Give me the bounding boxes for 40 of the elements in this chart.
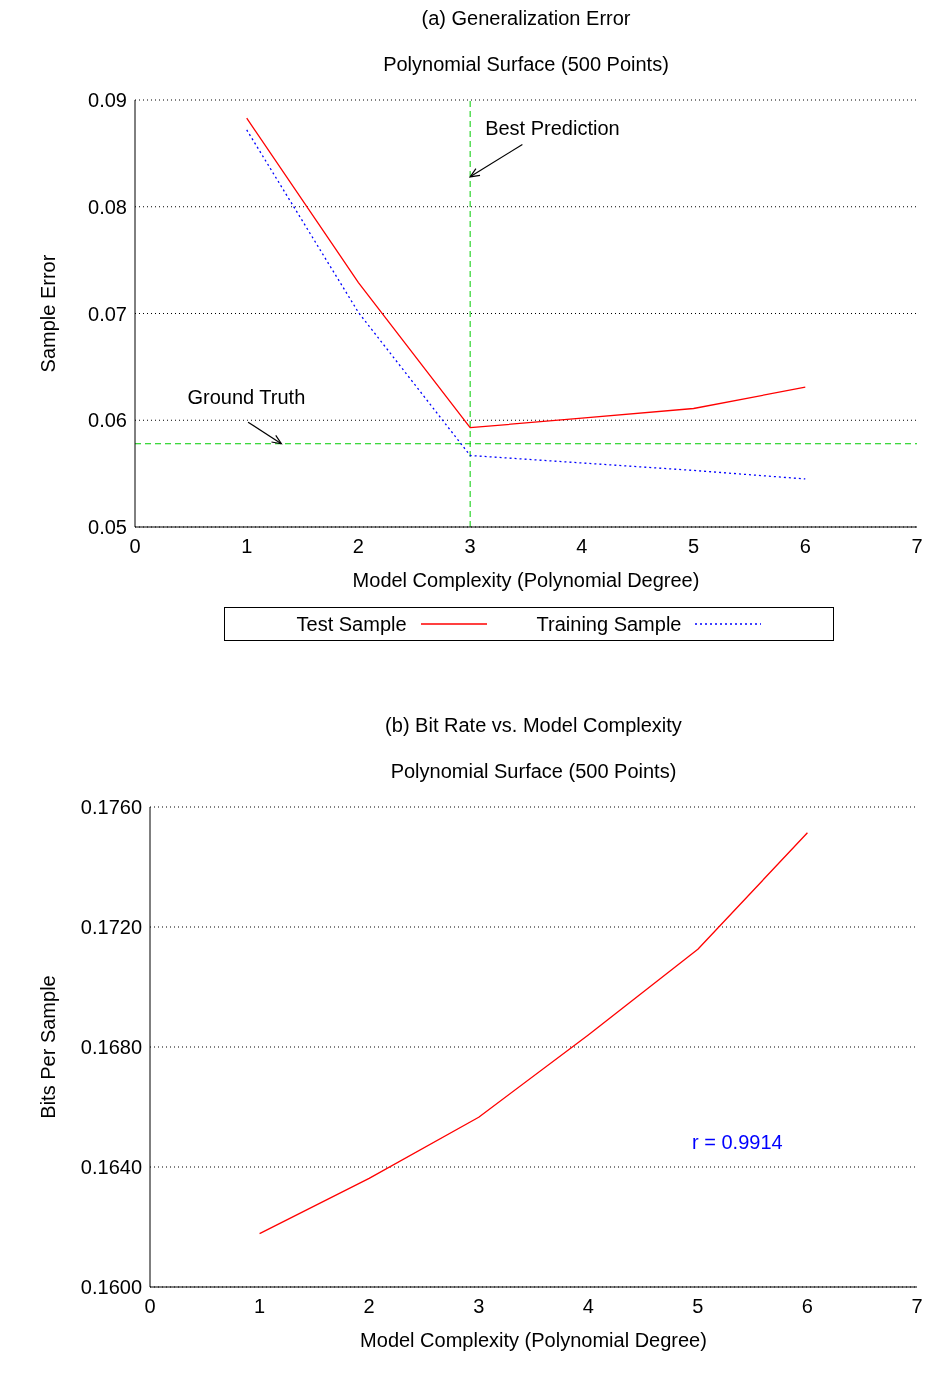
- x-tick-label: 0: [129, 535, 141, 558]
- y-tick-label: 0.1600: [80, 1276, 142, 1299]
- x-tick-label: 6: [801, 1295, 813, 1318]
- chart-title: (b) Bit Rate vs. Model Complexity: [384, 714, 683, 738]
- annotation: r = 0.9914: [692, 1131, 783, 1154]
- x-tick-label: 5: [692, 1295, 704, 1318]
- x-tick-label: 2: [352, 535, 364, 558]
- y-tick-label: 0.07: [88, 302, 127, 325]
- chart-subtitle: Polynomial Surface (500 Points): [382, 53, 670, 77]
- annotation: Best Prediction: [485, 116, 620, 139]
- y-tick-label: 0.05: [88, 516, 127, 539]
- y-axis-title: Sample Error: [37, 254, 60, 373]
- line-series: [258, 832, 809, 1235]
- x-axis-title: Model Complexity (Polynomial Degree): [360, 1329, 707, 1351]
- y-tick-label: 0.06: [88, 409, 127, 432]
- y-tick-label: 0.1720: [80, 916, 142, 939]
- x-tick-label: 2: [363, 1295, 375, 1318]
- x-tick-label: 0: [144, 1295, 156, 1318]
- x-tick-label: 7: [911, 1295, 923, 1318]
- chart-subtitle: Polynomial Surface (500 Points): [389, 760, 678, 784]
- x-tick-label: 6: [799, 535, 811, 558]
- legend-label: Training Sample: [536, 612, 682, 636]
- x-tick-label: 3: [473, 1295, 485, 1318]
- annotation: Ground Truth: [187, 385, 306, 408]
- chart-title: (a) Generalization Error: [420, 7, 632, 31]
- x-tick-label: 4: [576, 535, 588, 558]
- y-axis-title: Bits Per Sample: [37, 975, 60, 1119]
- x-tick-label: 1: [254, 1295, 266, 1318]
- x-tick-label: 1: [241, 535, 253, 558]
- x-tick-label: 4: [582, 1295, 594, 1318]
- y-tick-label: 0.09: [88, 89, 127, 112]
- x-axis-title: Model Complexity (Polynomial Degree): [352, 569, 700, 591]
- y-tick-label: 0.08: [88, 195, 127, 218]
- legend-label: Test Sample: [296, 612, 407, 636]
- x-tick-label: 3: [464, 535, 476, 558]
- y-tick-label: 0.1640: [80, 1156, 142, 1179]
- x-tick-label: 5: [688, 535, 700, 558]
- y-tick-label: 0.1760: [80, 796, 142, 819]
- x-tick-label: 7: [911, 535, 923, 558]
- y-tick-label: 0.1680: [80, 1036, 142, 1059]
